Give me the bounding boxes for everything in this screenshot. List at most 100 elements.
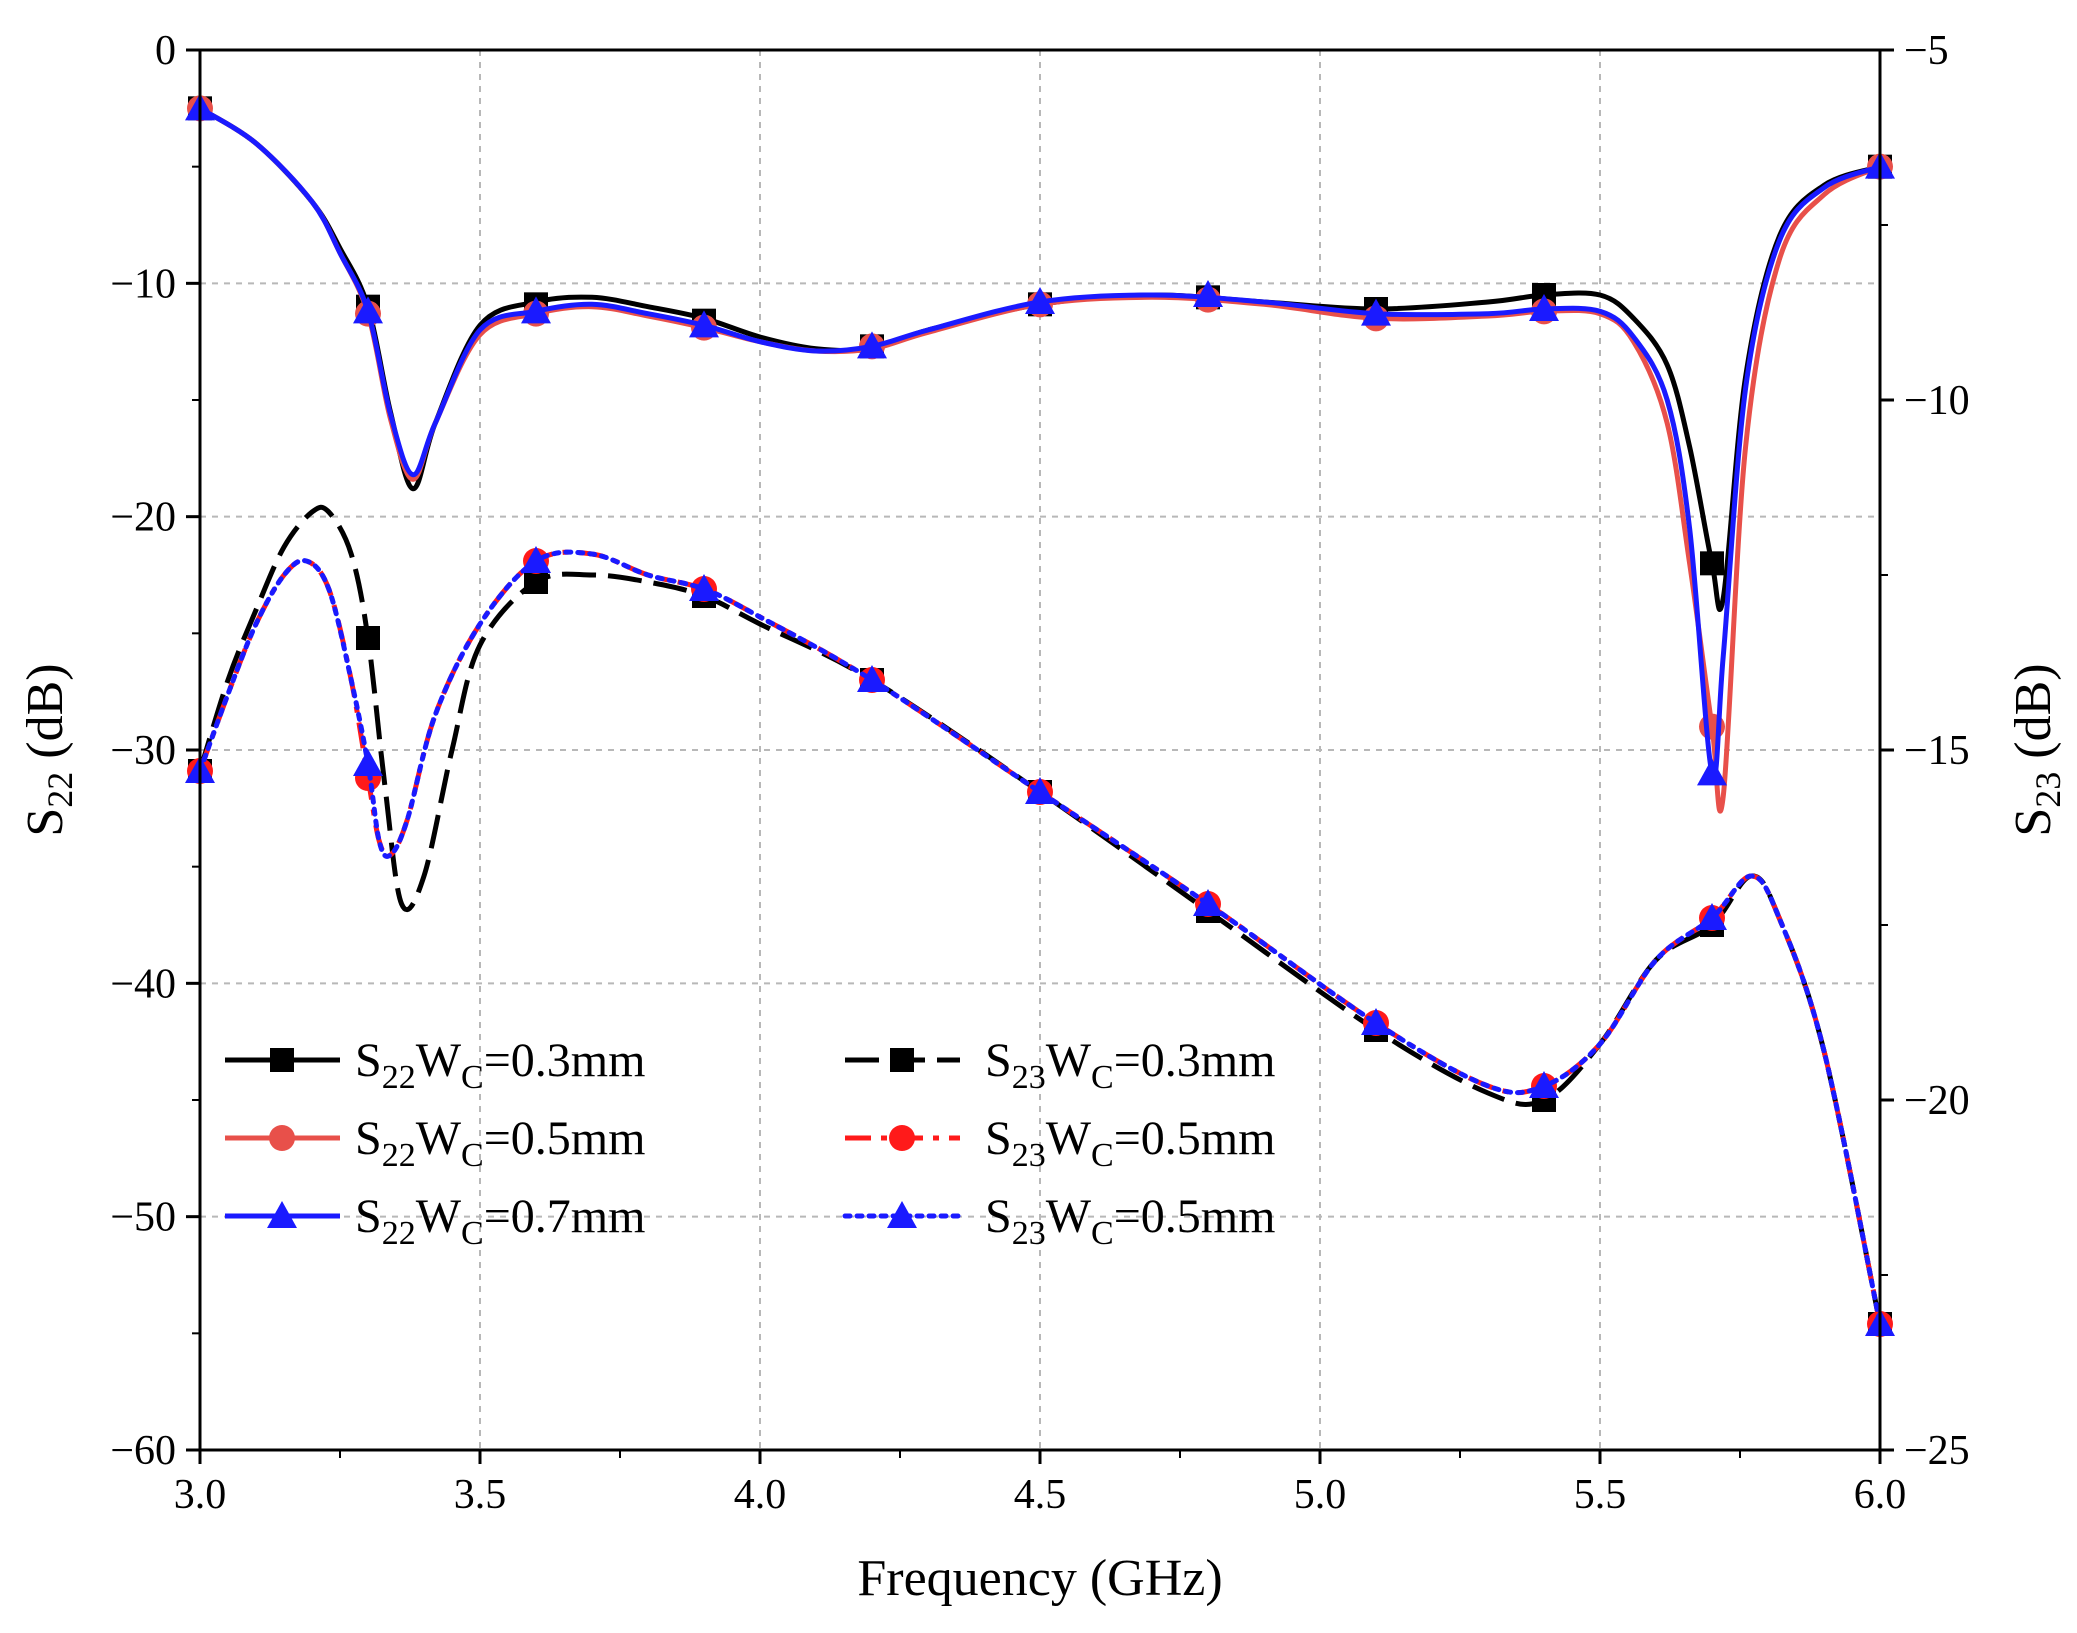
legend-marker (269, 1125, 295, 1151)
left-tick-label: −30 (110, 728, 176, 774)
left-tick-label: 0 (155, 28, 176, 74)
data-point (521, 546, 551, 573)
legend-label-part: S (355, 1190, 382, 1243)
data-point (353, 749, 383, 776)
legend-label-part: S (355, 1034, 382, 1087)
legend-label-part: =0.5mm (1114, 1190, 1276, 1243)
data-point (857, 331, 887, 359)
right-tick-label: −25 (1904, 1428, 1970, 1474)
legend-label-sub: C (1091, 1215, 1114, 1252)
x-axis-label: Frequency (GHz) (857, 1550, 1222, 1607)
legend-label-part: W (1046, 1112, 1092, 1165)
legend-label-sub: C (461, 1137, 484, 1174)
legend-label-sub: C (461, 1215, 484, 1252)
legend-label-part: S (985, 1190, 1012, 1243)
data-point (1025, 287, 1055, 314)
legend-label-part: W (416, 1112, 462, 1165)
legend-label-sub: 22 (382, 1137, 416, 1174)
left-axis-label-main: S (17, 808, 74, 837)
legend-label-sub: 23 (1012, 1215, 1046, 1252)
series-line (198, 106, 1881, 780)
legend-label: S22WC=0.7mm (355, 1190, 645, 1252)
data-point (1361, 1008, 1391, 1035)
legend-label-sub: C (1091, 1137, 1114, 1174)
data-point (353, 296, 383, 324)
legend-marker (887, 1201, 917, 1228)
left-tick-label: −50 (110, 1195, 176, 1241)
legend-label-sub: C (1091, 1059, 1114, 1096)
legend-item: S22WC=0.7mm (225, 1190, 645, 1252)
left-axis-label-unit: (dB) (17, 663, 74, 771)
legend-item: S22WC=0.5mm (225, 1112, 645, 1174)
legend-marker (890, 1048, 914, 1072)
data-point (521, 296, 551, 324)
right-tick-label: −15 (1904, 728, 1970, 774)
legend-label: S22WC=0.5mm (355, 1112, 645, 1174)
x-tick-label: 3.5 (454, 1472, 507, 1518)
data-point (1193, 280, 1223, 307)
data-point (857, 665, 887, 692)
legend-label-part: W (416, 1190, 462, 1243)
right-axis-label: S23 (dB) (2005, 663, 2068, 836)
legend-label-part: W (1046, 1034, 1092, 1087)
legend-label-part: =0.3mm (1114, 1034, 1276, 1087)
legend-label-sub: 22 (382, 1059, 416, 1096)
left-axis-label-sub: 22 (40, 772, 80, 808)
data-point (1361, 298, 1391, 326)
data-point (1529, 294, 1559, 321)
legend-marker (267, 1201, 297, 1228)
data-point (1025, 777, 1055, 804)
left-tick-label: −40 (110, 961, 176, 1007)
series-line (197, 549, 1883, 1327)
legend-label: S23WC=0.3mm (985, 1034, 1275, 1096)
legend-label-part: =0.7mm (484, 1190, 646, 1243)
axes: 3.0 3.5 4.0 4.5 5.0 5.5 6.0 0 −10 −20 −30 −40 −50 −60… (110, 28, 1969, 1518)
data-point (356, 626, 380, 650)
legend-label-sub: 22 (382, 1215, 416, 1252)
series-line (197, 504, 1883, 1325)
legend: S22WC=0.3mmS22WC=0.5mmS22WC=0.7mmS23WC=0… (225, 1034, 1275, 1252)
legend-item: S23WC=0.5mm (842, 1190, 1275, 1252)
right-axis-label-sub: 23 (2028, 772, 2068, 808)
left-tick-label: −60 (110, 1428, 176, 1474)
legend-item: S23WC=0.3mm (845, 1034, 1275, 1096)
legend-label-part: =0.3mm (484, 1034, 646, 1087)
right-tick-label: −10 (1904, 378, 1970, 424)
legend-label-sub: 23 (1012, 1059, 1046, 1096)
grid (200, 50, 1880, 1450)
legend-label-part: =0.5mm (484, 1112, 646, 1165)
data-point (1697, 903, 1727, 930)
legend-label-sub: 23 (1012, 1137, 1046, 1174)
x-tick-label: 5.5 (1574, 1472, 1627, 1518)
data-point (689, 574, 719, 601)
x-tick-label: 3.0 (174, 1472, 227, 1518)
data-point (689, 310, 719, 338)
right-axis-label-main: S (2005, 808, 2062, 837)
legend-label-part: W (1046, 1190, 1092, 1243)
legend-label-part: S (355, 1112, 382, 1165)
x-tick-label: 5.0 (1294, 1472, 1347, 1518)
legend-label-part: W (416, 1034, 462, 1087)
legend-label: S23WC=0.5mm (985, 1112, 1275, 1174)
x-tick-label: 4.0 (734, 1472, 787, 1518)
data-point (1697, 758, 1727, 786)
legend-label: S23WC=0.5mm (985, 1190, 1275, 1252)
data-point (1700, 551, 1724, 576)
legend-label-part: S (985, 1034, 1012, 1087)
x-tick-label: 4.5 (1014, 1472, 1067, 1518)
legend-marker (270, 1048, 294, 1072)
x-tick-label: 6.0 (1854, 1472, 1907, 1518)
data-point (1529, 1071, 1559, 1098)
left-tick-label: −20 (110, 495, 176, 541)
legend-label-part: S (985, 1112, 1012, 1165)
legend-label-sub: C (461, 1059, 484, 1096)
series-3 (185, 93, 1895, 786)
right-tick-label: −5 (1904, 28, 1949, 74)
legend-item: S22WC=0.3mm (225, 1034, 645, 1096)
legend-item: S23WC=0.5mm (845, 1112, 1275, 1174)
data-point (1193, 889, 1223, 916)
legend-label-part: =0.5mm (1114, 1112, 1276, 1165)
legend-label: S22WC=0.3mm (355, 1034, 645, 1096)
